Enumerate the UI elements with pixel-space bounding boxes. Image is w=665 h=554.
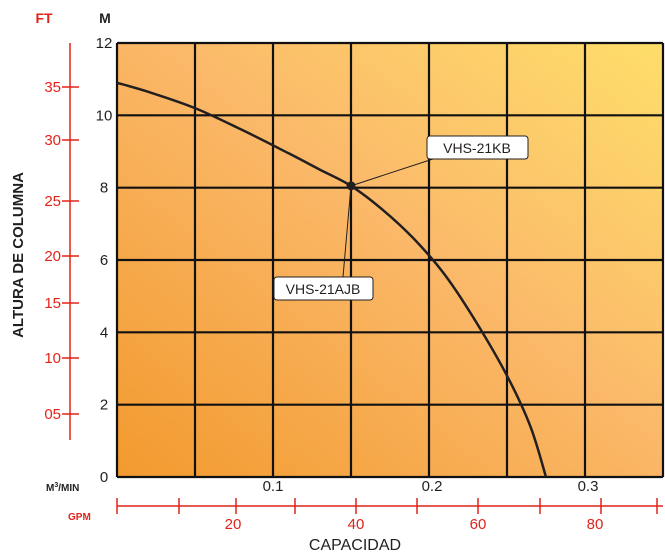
gpm-tick-label: 80	[587, 516, 604, 533]
pump-curve-line	[116, 81, 548, 478]
gpm-tick-label: 20	[225, 516, 242, 533]
ft-tick-label: 20	[44, 248, 61, 265]
callout-kb-label: VHS-21KB	[443, 140, 511, 156]
leader-line-kb	[350, 157, 437, 187]
y-axis-title: ALTURA DE COLUMNA	[10, 172, 27, 338]
ft-tick-label: 35	[44, 79, 61, 96]
ft-unit-label: FT	[35, 10, 53, 26]
ft-tick-label: 05	[44, 406, 61, 423]
gpm-ticks: 20 40 60 80	[116, 498, 658, 533]
m-unit-label: M	[99, 10, 111, 26]
m3min-unit-label: M3/MIN	[46, 482, 79, 494]
m-tick-label: 12	[96, 35, 113, 52]
m-tick-label: 6	[100, 252, 108, 269]
m-tick-label: 10	[96, 107, 113, 124]
m3min-tick-label: 0.2	[422, 478, 443, 495]
gpm-tick-label: 60	[470, 516, 487, 533]
callout-box-ajb	[273, 276, 374, 301]
operating-point-marker	[346, 181, 356, 191]
leader-line-ajb	[342, 185, 352, 278]
callout-ajb-label: VHS-21AJB	[286, 281, 361, 297]
m3min-tick-label: 0.3	[578, 478, 599, 495]
ft-tick-label: 25	[44, 193, 61, 210]
ft-tick-label: 15	[44, 295, 61, 312]
series-group	[116, 81, 548, 478]
ft-tick-label: 10	[44, 350, 61, 367]
gpm-tick-label: 40	[348, 516, 365, 533]
m-tick-label: 0	[100, 469, 108, 486]
x-axis-title: CAPACIDAD	[309, 537, 401, 554]
m3min-ticks: 0.1 0.2 0.3	[263, 478, 599, 495]
m-tick-label: 2	[100, 397, 108, 414]
callout-box-kb	[426, 135, 529, 160]
gpm-unit-label: GPM	[68, 512, 91, 523]
ft-ticks: 05 10 15 20 25 30 35	[44, 79, 79, 423]
ft-tick-label: 30	[44, 132, 61, 149]
grid	[115, 41, 665, 479]
m-tick-label: 8	[100, 180, 108, 197]
m3min-tick-label: 0.1	[263, 478, 284, 495]
m-ticks: 0 2 4 6 8 10 12	[96, 35, 113, 486]
m-tick-label: 4	[100, 324, 108, 341]
